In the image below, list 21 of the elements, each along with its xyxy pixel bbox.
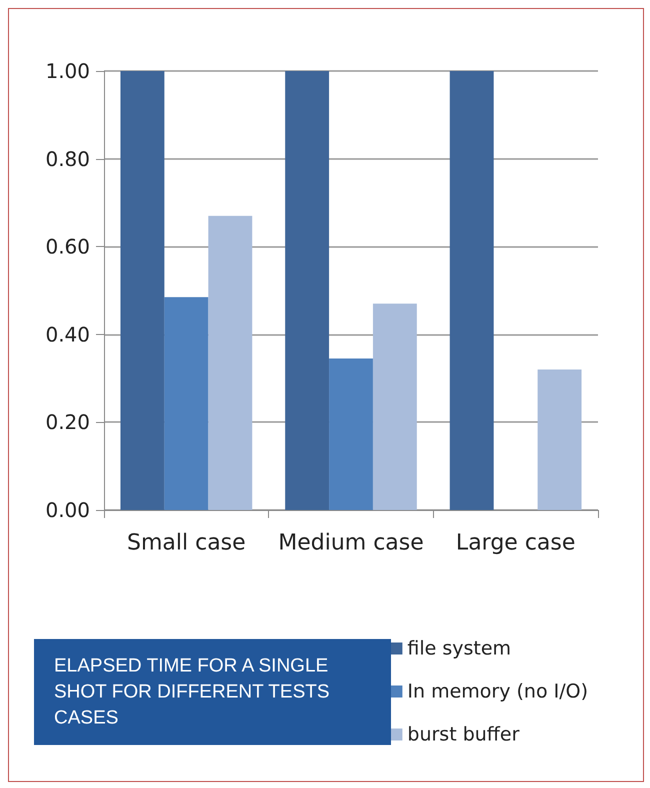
y-tick-label: 0.80 — [45, 146, 90, 171]
bar — [120, 71, 164, 510]
y-tick-label: 1.00 — [45, 59, 90, 83]
y-tick-label: 0.00 — [45, 498, 90, 522]
legend-label: file system — [407, 638, 512, 660]
bar — [285, 71, 330, 510]
x-tick-label: Medium case — [278, 530, 424, 556]
bar — [164, 297, 208, 510]
y-tick-label: 0.60 — [45, 234, 90, 259]
x-tick-label: Small case — [126, 530, 246, 556]
x-tick-label: Large case — [456, 530, 576, 556]
bar — [372, 304, 417, 510]
bar — [538, 370, 582, 510]
y-tick-label: 0.40 — [45, 322, 90, 346]
text: ELAPSED TIME FOR A SINGLE SHOT FOR DIFFERENT TESTS CASES — [54, 656, 335, 728]
bar — [450, 71, 494, 510]
legend-label: burst buffer — [407, 724, 520, 746]
y-tick-label: 0.20 — [45, 410, 90, 434]
bar — [208, 216, 252, 510]
bar — [329, 358, 373, 510]
legend-label: In memory (no I/O) — [407, 680, 588, 702]
